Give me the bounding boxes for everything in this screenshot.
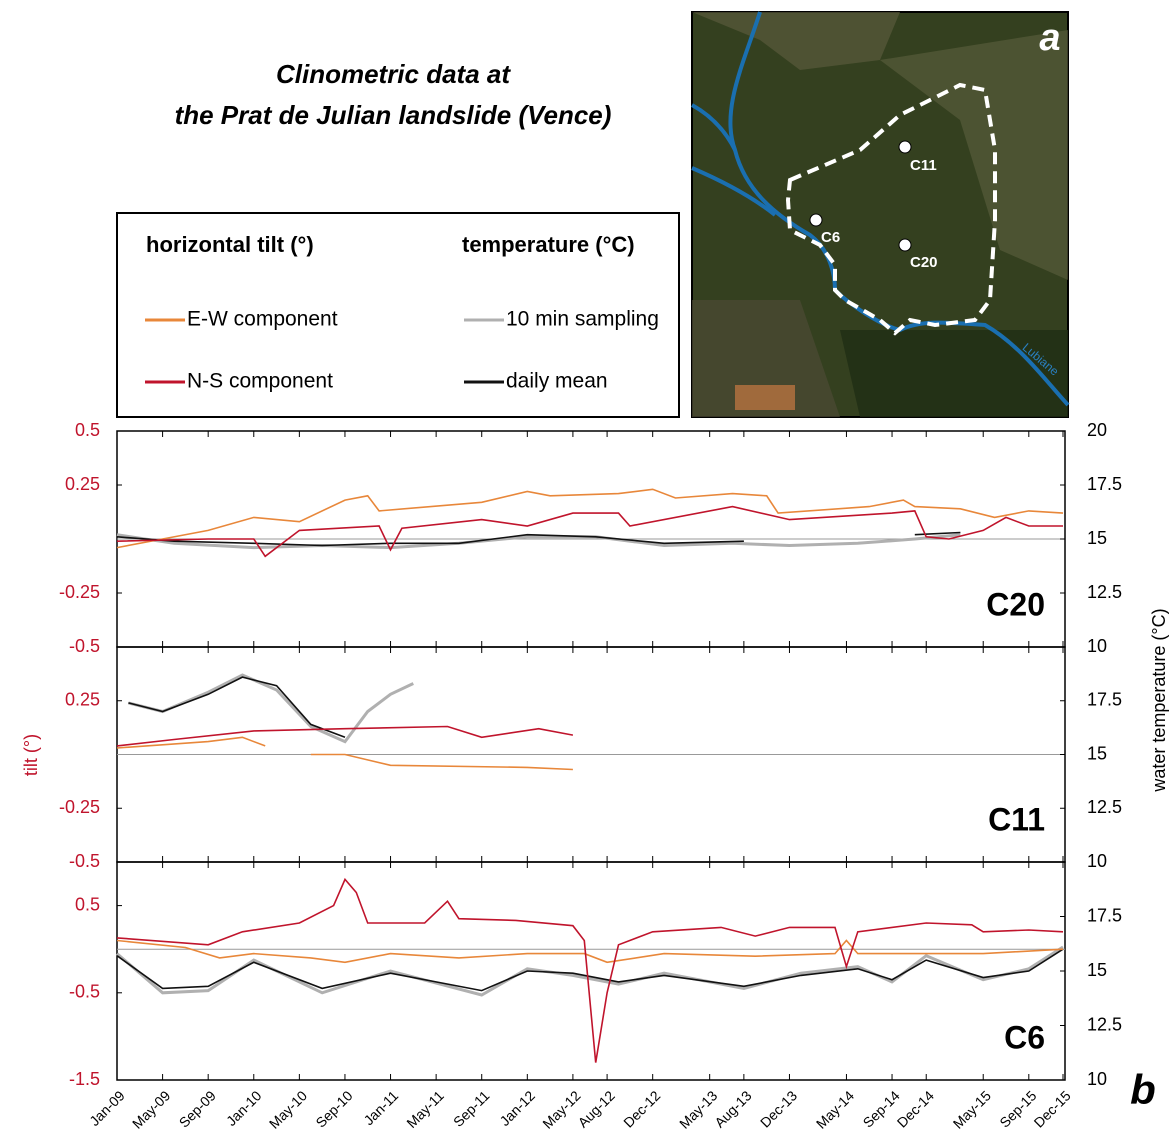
x-tick-label: Sep-10 [312,1087,355,1130]
series-line [116,533,961,550]
series-line [116,505,1063,558]
series-line [128,673,414,744]
y-tick-label: 0.25 [65,474,100,494]
y-tick-label: 0.25 [65,690,100,710]
legend-label: daily mean [506,370,608,393]
x-tick-label: Aug-13 [711,1087,754,1130]
x-tick-label: Sep-11 [450,1087,493,1130]
river [728,11,1070,407]
x-tick-label: Sep-14 [860,1087,903,1130]
x-tick-label: Aug-12 [575,1087,618,1130]
series-line [116,736,573,771]
panel-tag: a [1039,17,1060,59]
site-label: C20 [910,254,938,271]
map-patch [692,300,840,417]
site-marker [898,238,912,252]
series-line [116,939,1064,964]
y2-tick-label: 12.5 [1087,797,1122,817]
river [691,166,777,217]
x-tick-label: Sep-15 [996,1087,1039,1130]
x-tick-label: Jan-09 [86,1087,128,1129]
river [691,103,737,151]
panel-tag: b [1130,1066,1156,1113]
site-label: C11 [910,157,937,174]
y2-tick-label: 12.5 [1087,582,1122,602]
x-tick-label: Dec-14 [894,1087,937,1130]
site-marker [898,140,912,154]
y2-tick-label: 15 [1087,960,1107,980]
legend-label: E-W component [187,308,338,331]
y2-tick-label: 15 [1087,743,1107,763]
y-tick-label: 0.5 [75,894,100,914]
legend-title: temperature (°C) [462,232,635,257]
y2-tick-label: 20 [1087,420,1107,440]
x-tick-label: May-14 [813,1087,857,1131]
x-tick-label: Dec-12 [620,1087,663,1130]
x-tick-label: Jan-11 [360,1087,401,1128]
x-tick-label: Jan-12 [496,1087,538,1129]
x-tick-label: May-15 [950,1087,994,1131]
x-tick-label: Sep-09 [176,1087,219,1130]
y-tick-label: 0.5 [75,420,100,440]
x-tick-label: May-11 [403,1087,447,1131]
map-building [735,385,795,410]
y2-tick-label: 10 [1087,636,1107,656]
y-axis-title: tilt (°) [21,734,41,776]
panel-label: C11 [988,801,1045,837]
y-tick-label: -0.25 [59,582,100,602]
y2-tick-label: 17.5 [1087,474,1122,494]
series-line [116,531,961,547]
legend-box [116,212,680,418]
y-tick-label: -0.5 [69,851,100,871]
map-forest [840,330,1068,417]
x-tick-label: May-10 [266,1087,310,1131]
y2-tick-label: 17.5 [1087,690,1122,710]
y2-axis-title: water temperature (°C) [1149,608,1169,792]
series-line [116,488,1064,549]
series-line [116,877,1064,1063]
site-label: C6 [821,229,840,246]
x-tick-label: May-13 [676,1087,720,1131]
plot-frame [116,861,1066,1081]
title-line: the Prat de Julian landslide (Vence) [175,100,612,130]
landslide-outline [785,82,997,336]
y-tick-label: -0.5 [69,982,100,1002]
series-line [116,725,574,747]
x-tick-label: Dec-15 [1031,1087,1074,1130]
map-patch [692,12,900,70]
series-line [128,676,346,739]
y2-tick-label: 17.5 [1087,905,1122,925]
x-tick-label: Jan-10 [223,1087,265,1129]
y2-tick-label: 10 [1087,851,1107,871]
y2-tick-label: 12.5 [1087,1014,1122,1034]
map-patch [880,30,1068,280]
legend-title: horizontal tilt (°) [146,232,314,257]
y-tick-label: -0.25 [59,797,100,817]
series-line [116,945,1064,997]
panel-label: C6 [1004,1019,1045,1055]
site-marker [809,213,823,227]
series-line [116,948,1064,992]
y-tick-label: -1.5 [69,1069,100,1089]
y2-tick-label: 15 [1087,528,1107,548]
panel-label: C20 [986,586,1045,622]
x-tick-label: May-12 [539,1087,583,1131]
title-line: Clinometric data at [276,59,511,89]
legend-label: N-S component [187,370,333,393]
x-tick-label: Dec-13 [757,1087,800,1130]
legend-label: 10 min sampling [506,308,659,331]
map: C11 C6 C20 Lubiane a [691,11,1070,418]
x-tick-label: May-09 [129,1087,173,1131]
y2-tick-label: 10 [1087,1069,1107,1089]
y-tick-label: -0.5 [69,636,100,656]
